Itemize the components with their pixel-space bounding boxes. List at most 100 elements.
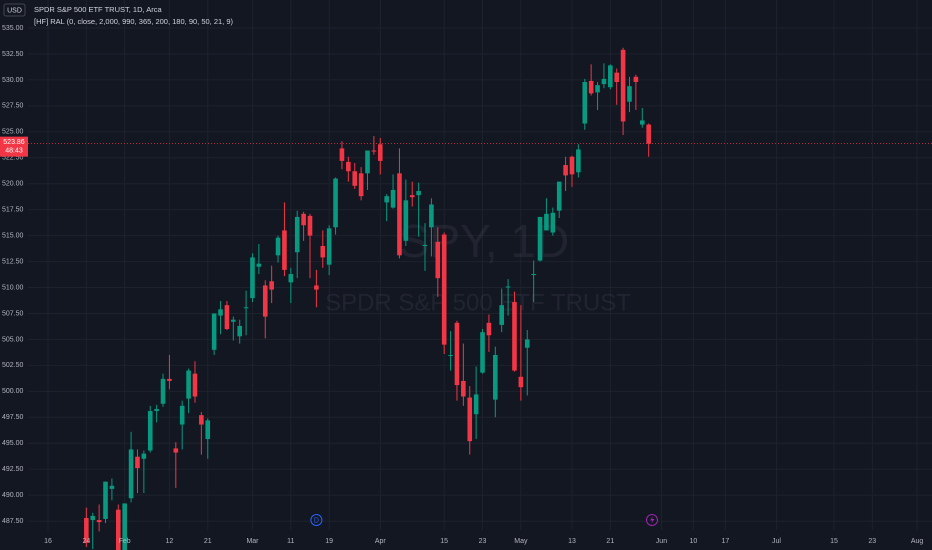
candle-body	[454, 322, 460, 386]
price-label: 523.86	[3, 139, 25, 146]
y-tick-label: 507.50	[2, 310, 24, 317]
y-tick-label: 495.00	[2, 440, 24, 447]
x-tick-label: 15	[440, 538, 448, 545]
candle-body	[135, 456, 140, 469]
x-tick-label: Aug	[911, 538, 924, 545]
candle-body	[397, 173, 402, 256]
overlay: D	[28, 143, 932, 526]
currency[interactable]: USD	[7, 7, 22, 14]
candle-body	[390, 189, 396, 208]
candle-body	[326, 228, 332, 265]
candle-body	[109, 485, 115, 489]
chart-title: SPDR S&P 500 ETF TRUST, 1D, Arca	[34, 5, 163, 14]
candle-body	[320, 246, 326, 258]
candle-body	[186, 370, 191, 399]
candle-body	[282, 230, 287, 270]
y-tick-label: 492.50	[2, 466, 24, 473]
candle-body	[569, 156, 575, 175]
candle-body	[173, 448, 179, 453]
candle-body	[550, 212, 556, 233]
candle-body	[84, 517, 89, 543]
candle-body	[167, 378, 172, 381]
candle-body	[115, 509, 121, 550]
candle-body	[231, 319, 236, 322]
grid	[28, 0, 932, 530]
candle-body	[288, 274, 294, 283]
x-tick-label: 23	[868, 538, 876, 545]
price-label-box	[0, 136, 28, 157]
x-tick-label: May	[514, 538, 528, 545]
earnings-icon[interactable]	[646, 514, 658, 526]
dividend-label[interactable]: D	[314, 517, 319, 524]
candle-body	[403, 200, 409, 241]
y-tick-label: 525.00	[2, 129, 24, 136]
candle-body	[243, 307, 249, 309]
candle-body	[588, 80, 594, 94]
candle-body	[493, 354, 498, 400]
candle-body	[205, 420, 211, 440]
candle-body	[480, 332, 485, 373]
candle-body	[333, 178, 338, 228]
candle-body	[422, 244, 428, 247]
y-tick-label: 530.00	[2, 77, 24, 84]
candle-body	[601, 78, 607, 85]
earnings-bolt[interactable]	[650, 516, 655, 524]
y-tick-label: 535.00	[2, 25, 24, 32]
candle-body	[467, 397, 473, 442]
candle-body	[371, 150, 377, 152]
candle-body	[518, 376, 524, 388]
candle-body	[473, 394, 479, 415]
candle-body	[103, 481, 108, 519]
watermark-subtitle: SPDR S&P 500 ETF TRUST	[325, 289, 631, 316]
x-tick-label: 16	[44, 538, 52, 545]
candle-body	[262, 285, 268, 317]
y-tick-label: 512.50	[2, 258, 24, 265]
candle-body	[531, 274, 536, 276]
candle-body	[544, 213, 549, 231]
candle-body	[416, 190, 421, 196]
countdown: 48:43	[5, 148, 23, 155]
candle-body	[435, 241, 441, 279]
y-tick-label: 515.00	[2, 232, 24, 239]
candle-body	[237, 325, 243, 337]
candle-body	[486, 322, 492, 336]
x-tick-label: 15	[830, 538, 838, 545]
candle-body	[294, 216, 300, 253]
candle-body	[365, 150, 370, 174]
price-axis	[0, 0, 28, 530]
candle-body	[505, 286, 511, 288]
candle-body	[461, 380, 466, 397]
candle-body	[256, 263, 262, 267]
x-tick-label: 21	[606, 538, 614, 545]
candle-body	[556, 181, 562, 211]
candle-body	[307, 215, 313, 236]
candle-body	[582, 82, 588, 124]
candle-body	[96, 520, 102, 523]
candle-body	[314, 285, 319, 290]
y-tick-label: 487.50	[2, 518, 24, 525]
currency-box[interactable]	[3, 3, 26, 17]
x-tick-label: 11	[287, 538, 294, 545]
x-tick-label: 13	[568, 538, 576, 545]
candle-body	[524, 339, 530, 348]
candle-body	[384, 196, 389, 203]
y-tick-label: 532.50	[2, 51, 24, 58]
dividend-marker[interactable]	[310, 514, 323, 526]
x-tick-label: 12	[166, 538, 174, 545]
x-tick-label: 10	[689, 538, 697, 545]
y-tick-label: 490.00	[2, 492, 24, 499]
candle-body	[346, 161, 351, 172]
candle-body	[627, 86, 632, 102]
candle-body	[563, 165, 568, 176]
y-tick-label: 520.00	[2, 181, 24, 188]
candle-body	[441, 234, 447, 345]
x-tick-label: Apr	[375, 538, 387, 545]
candle-body	[576, 149, 581, 173]
y-tick-label: 522.50	[2, 155, 24, 162]
y-tick-label: 497.50	[2, 414, 24, 421]
indicator-label[interactable]: [HF] RAL (0, close, 2,000, 990, 365, 200…	[34, 17, 234, 26]
x-tick-label: 23	[479, 538, 487, 545]
candle-body	[154, 408, 159, 412]
